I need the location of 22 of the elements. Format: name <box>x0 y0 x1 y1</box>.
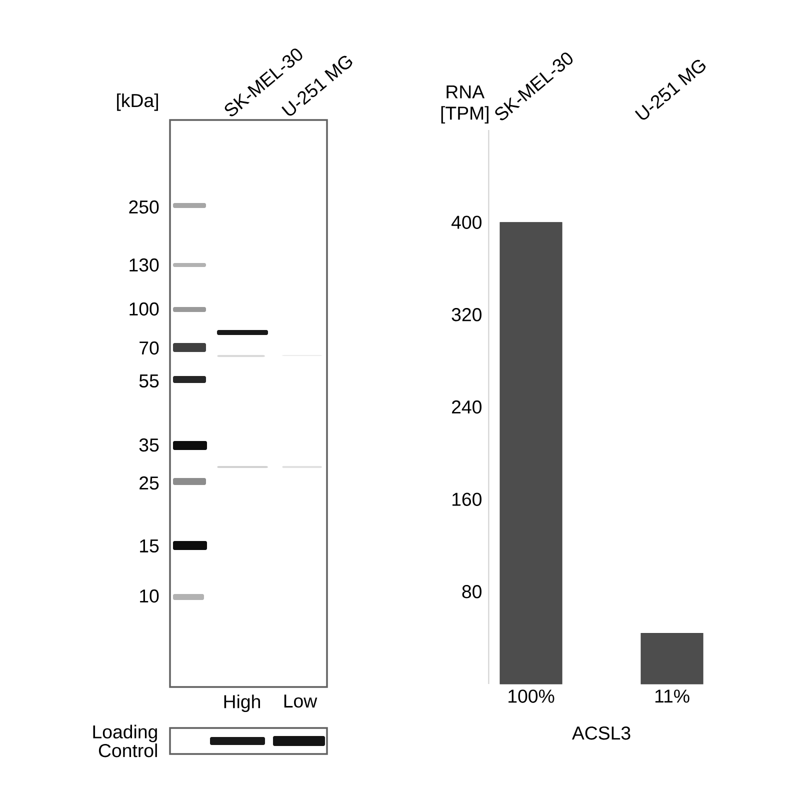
y-tick-label: 80 <box>462 585 482 598</box>
text: 11% <box>655 690 690 703</box>
text: 70 <box>140 341 159 355</box>
text: 55 <box>139 374 159 388</box>
text: 15 <box>140 539 159 553</box>
text: [kDa] <box>117 93 158 111</box>
y-tick-label: 320 <box>452 308 482 322</box>
text: Loading Control <box>93 724 157 758</box>
text: 35 <box>139 438 159 452</box>
text: 130 <box>130 258 159 272</box>
text: 100% <box>508 690 554 703</box>
x-axis-title: ACSL3 <box>572 726 630 740</box>
text: 100 <box>130 302 159 316</box>
text: High <box>224 694 260 712</box>
text: 10 <box>140 589 159 603</box>
y-tick-label: 400 <box>451 216 482 229</box>
y-tick-label: 160 <box>452 492 482 506</box>
y-axis-title: RNA [TPM] <box>441 85 488 124</box>
y-tick-label: 240 <box>452 400 482 414</box>
text: 250 <box>129 200 159 214</box>
text: 25 <box>140 476 159 490</box>
text: Low <box>284 694 318 708</box>
